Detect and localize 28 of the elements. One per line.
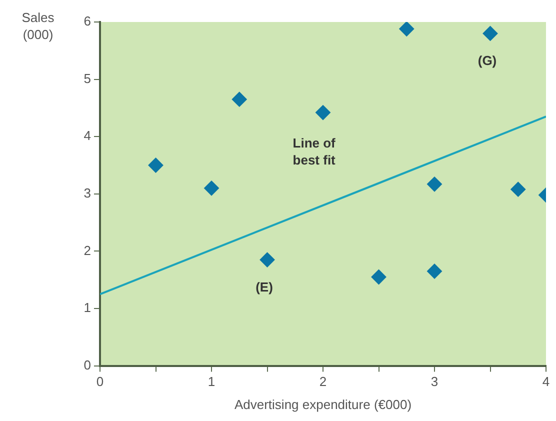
point bbox=[510, 182, 526, 197]
point bbox=[371, 269, 386, 284]
annotation: (G) bbox=[478, 53, 497, 68]
y-tick-label: 3 bbox=[84, 185, 91, 200]
x-tick-label: 4 bbox=[542, 374, 550, 390]
point bbox=[427, 176, 442, 192]
annotation: Line of best fit bbox=[292, 136, 336, 168]
point bbox=[482, 26, 498, 41]
y-tick-label: 4 bbox=[84, 128, 91, 144]
point bbox=[260, 252, 275, 268]
point bbox=[204, 180, 219, 196]
y-tick-label: 2 bbox=[84, 242, 91, 258]
y-tick-label: 1 bbox=[84, 300, 91, 316]
y-tick-label: 6 bbox=[84, 14, 91, 29]
x-tick-label: 0 bbox=[96, 374, 104, 390]
x-tick-label: 2 bbox=[319, 374, 327, 390]
y-tick-label: 0 bbox=[84, 357, 91, 372]
point bbox=[316, 105, 330, 120]
point bbox=[148, 158, 164, 173]
annotation: (E) bbox=[256, 279, 273, 294]
y-axis-title: Sales (000) bbox=[22, 10, 55, 42]
point bbox=[427, 264, 442, 279]
y-tick-label: 5 bbox=[84, 70, 91, 86]
x-tick-label: 3 bbox=[430, 374, 438, 390]
x-tick-label: 1 bbox=[208, 374, 216, 390]
x-axis-title: Advertising expenditure (€000) bbox=[234, 396, 412, 412]
point bbox=[399, 22, 414, 36]
point bbox=[232, 92, 247, 107]
